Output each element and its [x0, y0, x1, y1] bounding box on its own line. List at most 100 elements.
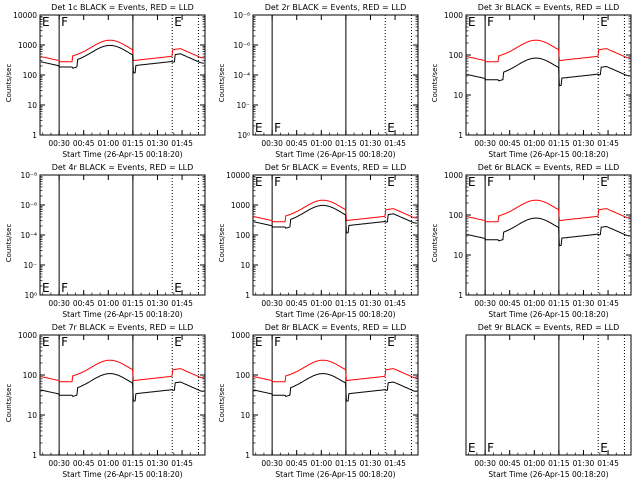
- x-tick-label: 01:00: [97, 459, 119, 468]
- marker-label: E: [387, 175, 395, 189]
- x-tick-label: 01:30: [573, 459, 595, 468]
- marker-label: F: [487, 175, 494, 189]
- marker-label: E: [174, 281, 182, 295]
- edge-marker-e: E: [468, 175, 476, 189]
- y-tick-label: 10⁻⁴: [20, 231, 37, 240]
- y-tick-label: 1: [245, 291, 250, 300]
- marker-label: F: [274, 121, 281, 135]
- y-tick-label: 100: [449, 51, 464, 60]
- y-tick-label: 1: [32, 451, 37, 460]
- x-tick-label: 00:45: [499, 139, 521, 148]
- panel-title: Det 1c BLACK = Events, RED = LLD: [51, 3, 194, 12]
- y-tick-label: 1: [245, 451, 250, 460]
- y-tick-label: 1000: [18, 41, 37, 50]
- x-tick-label: 01:30: [573, 299, 595, 308]
- plot-frame: [253, 15, 418, 135]
- y-tick-label: 10: [240, 411, 250, 420]
- panel-title: Det 3r BLACK = Events, RED = LLD: [478, 3, 620, 12]
- y-tick-label: 1: [458, 291, 463, 300]
- detector-panel: Det 5r BLACK = Events, RED = LLD 1 10 100 10…: [218, 163, 418, 319]
- x-tick-label: 01:30: [573, 139, 595, 148]
- y-axis-label: Counts/sec: [431, 64, 439, 103]
- edge-marker-e: E: [42, 15, 50, 29]
- plot-frame: [253, 175, 418, 295]
- x-tick-label: 00:45: [499, 299, 521, 308]
- marker-label: E: [174, 335, 182, 349]
- y-tick-label: 1000: [18, 331, 37, 340]
- edge-marker-e: E: [468, 441, 476, 455]
- marker-label: E: [600, 15, 608, 29]
- x-tick-label: 01:45: [597, 139, 619, 148]
- events-series-line: [254, 205, 417, 233]
- detector-panel: Det 8r BLACK = Events, RED = LLD 1 10 100 10…: [218, 323, 418, 479]
- y-tick-label: 100: [449, 211, 464, 220]
- y-tick-label: 1000: [231, 331, 250, 340]
- marker-label: E: [387, 335, 395, 349]
- edge-marker-e: E: [42, 335, 50, 349]
- x-tick-label: 01:15: [548, 139, 570, 148]
- detector-panel: Det 2r BLACK = Events, RED = LLD10⁰10⁻⁲1…: [218, 3, 418, 159]
- plot-frame: [466, 15, 631, 135]
- plot-frame: [466, 335, 631, 455]
- y-axis-label: Counts/sec: [218, 384, 226, 423]
- y-tick-label: 10⁻⁸: [233, 11, 250, 20]
- marker-label: E: [174, 15, 182, 29]
- x-axis-label: Start Time (26-Apr-15 00:18:20): [62, 150, 182, 159]
- x-tick-label: 01:00: [523, 459, 545, 468]
- x-axis-label: Start Time (26-Apr-15 00:18:20): [62, 310, 182, 319]
- y-axis-label: Counts/sec: [431, 224, 439, 263]
- x-tick-label: 01:45: [384, 139, 406, 148]
- x-tick-label: 00:45: [73, 299, 95, 308]
- y-tick-label: 10000: [226, 171, 250, 180]
- detector-panel: Det 7r BLACK = Events, RED = LLD 1 10 100 10…: [5, 323, 205, 479]
- x-tick-label: 00:30: [261, 299, 283, 308]
- marker-label: F: [274, 175, 281, 189]
- x-tick-label: 00:30: [48, 459, 70, 468]
- y-tick-label: 10⁻⁴: [233, 71, 250, 80]
- x-tick-label: 00:30: [474, 299, 496, 308]
- x-tick-label: 00:45: [286, 139, 308, 148]
- y-tick-label: 10⁰: [24, 291, 37, 300]
- marker-label: F: [487, 15, 494, 29]
- x-tick-label: 01:30: [147, 299, 169, 308]
- x-tick-label: 00:45: [73, 459, 95, 468]
- x-tick-label: 01:00: [310, 139, 332, 148]
- x-tick-label: 00:30: [261, 139, 283, 148]
- lld-series-line: [254, 200, 417, 222]
- y-axis-label: Counts/sec: [218, 64, 226, 103]
- y-tick-label: 10⁻⁸: [20, 171, 37, 180]
- x-axis-label: Start Time (26-Apr-15 00:18:20): [62, 470, 182, 479]
- y-tick-label: 10: [27, 101, 37, 110]
- x-tick-label: 01:00: [97, 139, 119, 148]
- marker-label: F: [61, 335, 68, 349]
- y-tick-label: 10000: [13, 11, 37, 20]
- x-tick-label: 00:30: [474, 139, 496, 148]
- lld-series-line: [467, 40, 630, 62]
- x-tick-label: 01:15: [122, 459, 144, 468]
- panel-title: Det 7r BLACK = Events, RED = LLD: [52, 323, 194, 332]
- y-axis-label: Counts/sec: [5, 224, 13, 263]
- events-series-line: [41, 374, 204, 402]
- edge-marker-e: E: [255, 121, 263, 135]
- y-tick-label: 1000: [444, 11, 463, 20]
- x-tick-label: 01:45: [597, 459, 619, 468]
- x-axis-label: Start Time (26-Apr-15 00:18:20): [275, 470, 395, 479]
- events-series-line: [41, 45, 204, 73]
- x-tick-label: 01:45: [171, 299, 193, 308]
- x-tick-label: 01:15: [335, 299, 357, 308]
- y-axis-label: Counts/sec: [218, 224, 226, 263]
- y-axis-label: Counts/sec: [5, 64, 13, 103]
- lld-series-line: [467, 200, 630, 222]
- x-tick-label: 01:00: [523, 299, 545, 308]
- x-tick-label: 01:45: [384, 299, 406, 308]
- y-tick-label: 1: [458, 131, 463, 140]
- x-tick-label: 01:00: [310, 299, 332, 308]
- x-tick-label: 00:30: [48, 299, 70, 308]
- edge-marker-e: E: [255, 175, 263, 189]
- x-tick-label: 00:30: [48, 139, 70, 148]
- x-tick-label: 00:45: [286, 459, 308, 468]
- x-tick-label: 01:15: [122, 139, 144, 148]
- x-tick-label: 01:15: [548, 459, 570, 468]
- x-axis-label: Start Time (26-Apr-15 00:18:20): [488, 470, 608, 479]
- x-tick-label: 01:30: [360, 299, 382, 308]
